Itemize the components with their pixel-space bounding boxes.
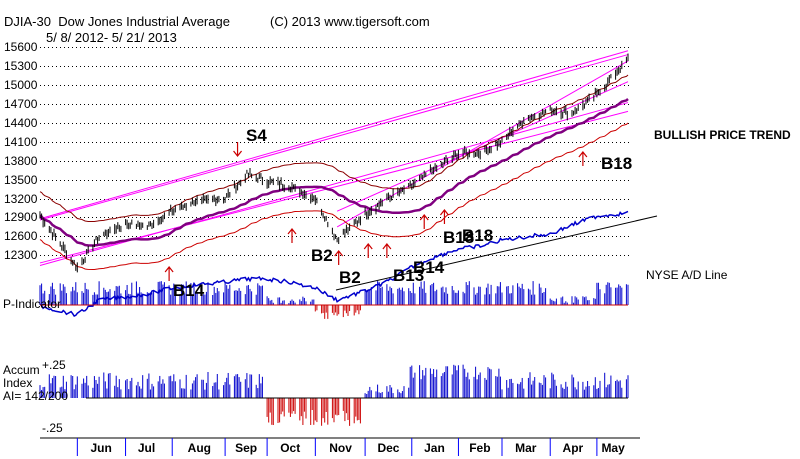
y-tick-label: 12900 bbox=[4, 209, 38, 224]
signal-arrow-0 bbox=[233, 142, 243, 157]
signal-arrow-2 bbox=[287, 228, 297, 243]
month-label: Oct bbox=[280, 441, 301, 455]
date-range: 5/ 8/ 2012- 5/ 21/ 2013 bbox=[46, 30, 177, 45]
y-tick-label: 15300 bbox=[4, 58, 38, 73]
y-tick-label: 15000 bbox=[4, 77, 38, 92]
chart-title: DJIA-30 Dow Jones Industrial Average bbox=[4, 14, 230, 29]
channel-line-2 bbox=[39, 54, 629, 221]
y-tick-label: 12600 bbox=[4, 228, 38, 243]
moving-average bbox=[39, 98, 629, 247]
signal-arrow-6 bbox=[419, 214, 429, 229]
signal-arrow-5 bbox=[382, 243, 392, 258]
accum-bottom-tick: -.25 bbox=[42, 421, 63, 435]
ad-support-line bbox=[335, 215, 658, 291]
signal-arrow-7 bbox=[439, 209, 449, 224]
signal-arrow-8 bbox=[578, 151, 588, 166]
month-label: Feb bbox=[469, 441, 491, 455]
channel-line-3 bbox=[39, 110, 629, 264]
month-label: Dec bbox=[377, 441, 400, 455]
accum-index-bars bbox=[39, 364, 629, 426]
accum-top-tick: +.25 bbox=[42, 358, 66, 372]
price-bars bbox=[39, 53, 629, 273]
month-label: Apr bbox=[562, 441, 584, 455]
y-tick-label: 15600 bbox=[4, 39, 38, 54]
channel-steep-1 bbox=[336, 60, 629, 228]
copyright: (C) 2013 www.tigersoft.com bbox=[270, 14, 430, 29]
index-name: Dow Jones Industrial Average bbox=[58, 14, 230, 29]
y-tick-label: 12300 bbox=[4, 247, 38, 262]
y-tick-label: 14700 bbox=[4, 96, 38, 111]
month-label: Sep bbox=[235, 441, 258, 455]
y-tick-label: 13500 bbox=[4, 172, 38, 187]
signal-b13: B13 bbox=[393, 266, 425, 285]
y-tick-label: 14400 bbox=[4, 115, 38, 130]
signal-b18-jan-2: B18 bbox=[462, 226, 494, 245]
upper-band bbox=[39, 74, 629, 222]
trend-label: BULLISH PRICE TREND bbox=[654, 128, 791, 142]
y-tick-label: 13200 bbox=[4, 191, 38, 206]
moving-average-bands bbox=[39, 74, 629, 270]
channel-line-0 bbox=[39, 50, 629, 220]
signal-s4: S4 bbox=[246, 126, 267, 145]
month-label: Aug bbox=[187, 441, 211, 455]
month-label: Mar bbox=[515, 441, 537, 455]
signal-b14-aug: B14 bbox=[173, 281, 205, 300]
accum-label-2: Index bbox=[3, 376, 33, 390]
month-label: Jan bbox=[424, 441, 445, 455]
month-label: Jun bbox=[90, 441, 112, 455]
month-label: May bbox=[601, 441, 625, 455]
signal-arrow-1 bbox=[164, 266, 174, 281]
y-tick-label: 14100 bbox=[4, 134, 38, 149]
signal-arrow-4 bbox=[363, 243, 373, 258]
signal-b14-jan: B14 bbox=[413, 258, 445, 277]
signal-b2-lower: B2 bbox=[339, 268, 361, 287]
signal-b18-apr: B18 bbox=[601, 154, 633, 173]
y-tick-label: 13800 bbox=[4, 153, 38, 168]
ad-line-label: NYSE A/D Line bbox=[646, 268, 728, 282]
p-indicator-label: P-Indicator bbox=[3, 297, 62, 311]
trend-channel-lines bbox=[39, 50, 629, 266]
lower-band bbox=[39, 122, 629, 270]
ticker: DJIA-30 bbox=[4, 14, 51, 29]
accum-label-3: AI= 142/200 bbox=[3, 389, 69, 403]
signal-b18-jan-1: B18 bbox=[443, 228, 475, 247]
p-indicator-bars bbox=[39, 281, 629, 319]
signal-arrows bbox=[164, 142, 588, 281]
signal-arrow-3 bbox=[334, 250, 344, 265]
month-label: Nov bbox=[329, 441, 352, 455]
accum-label-1: Accum bbox=[3, 363, 40, 377]
month-axis bbox=[40, 437, 640, 456]
month-label: Jul bbox=[137, 441, 156, 455]
signal-b2-upper: B2 bbox=[311, 246, 333, 265]
